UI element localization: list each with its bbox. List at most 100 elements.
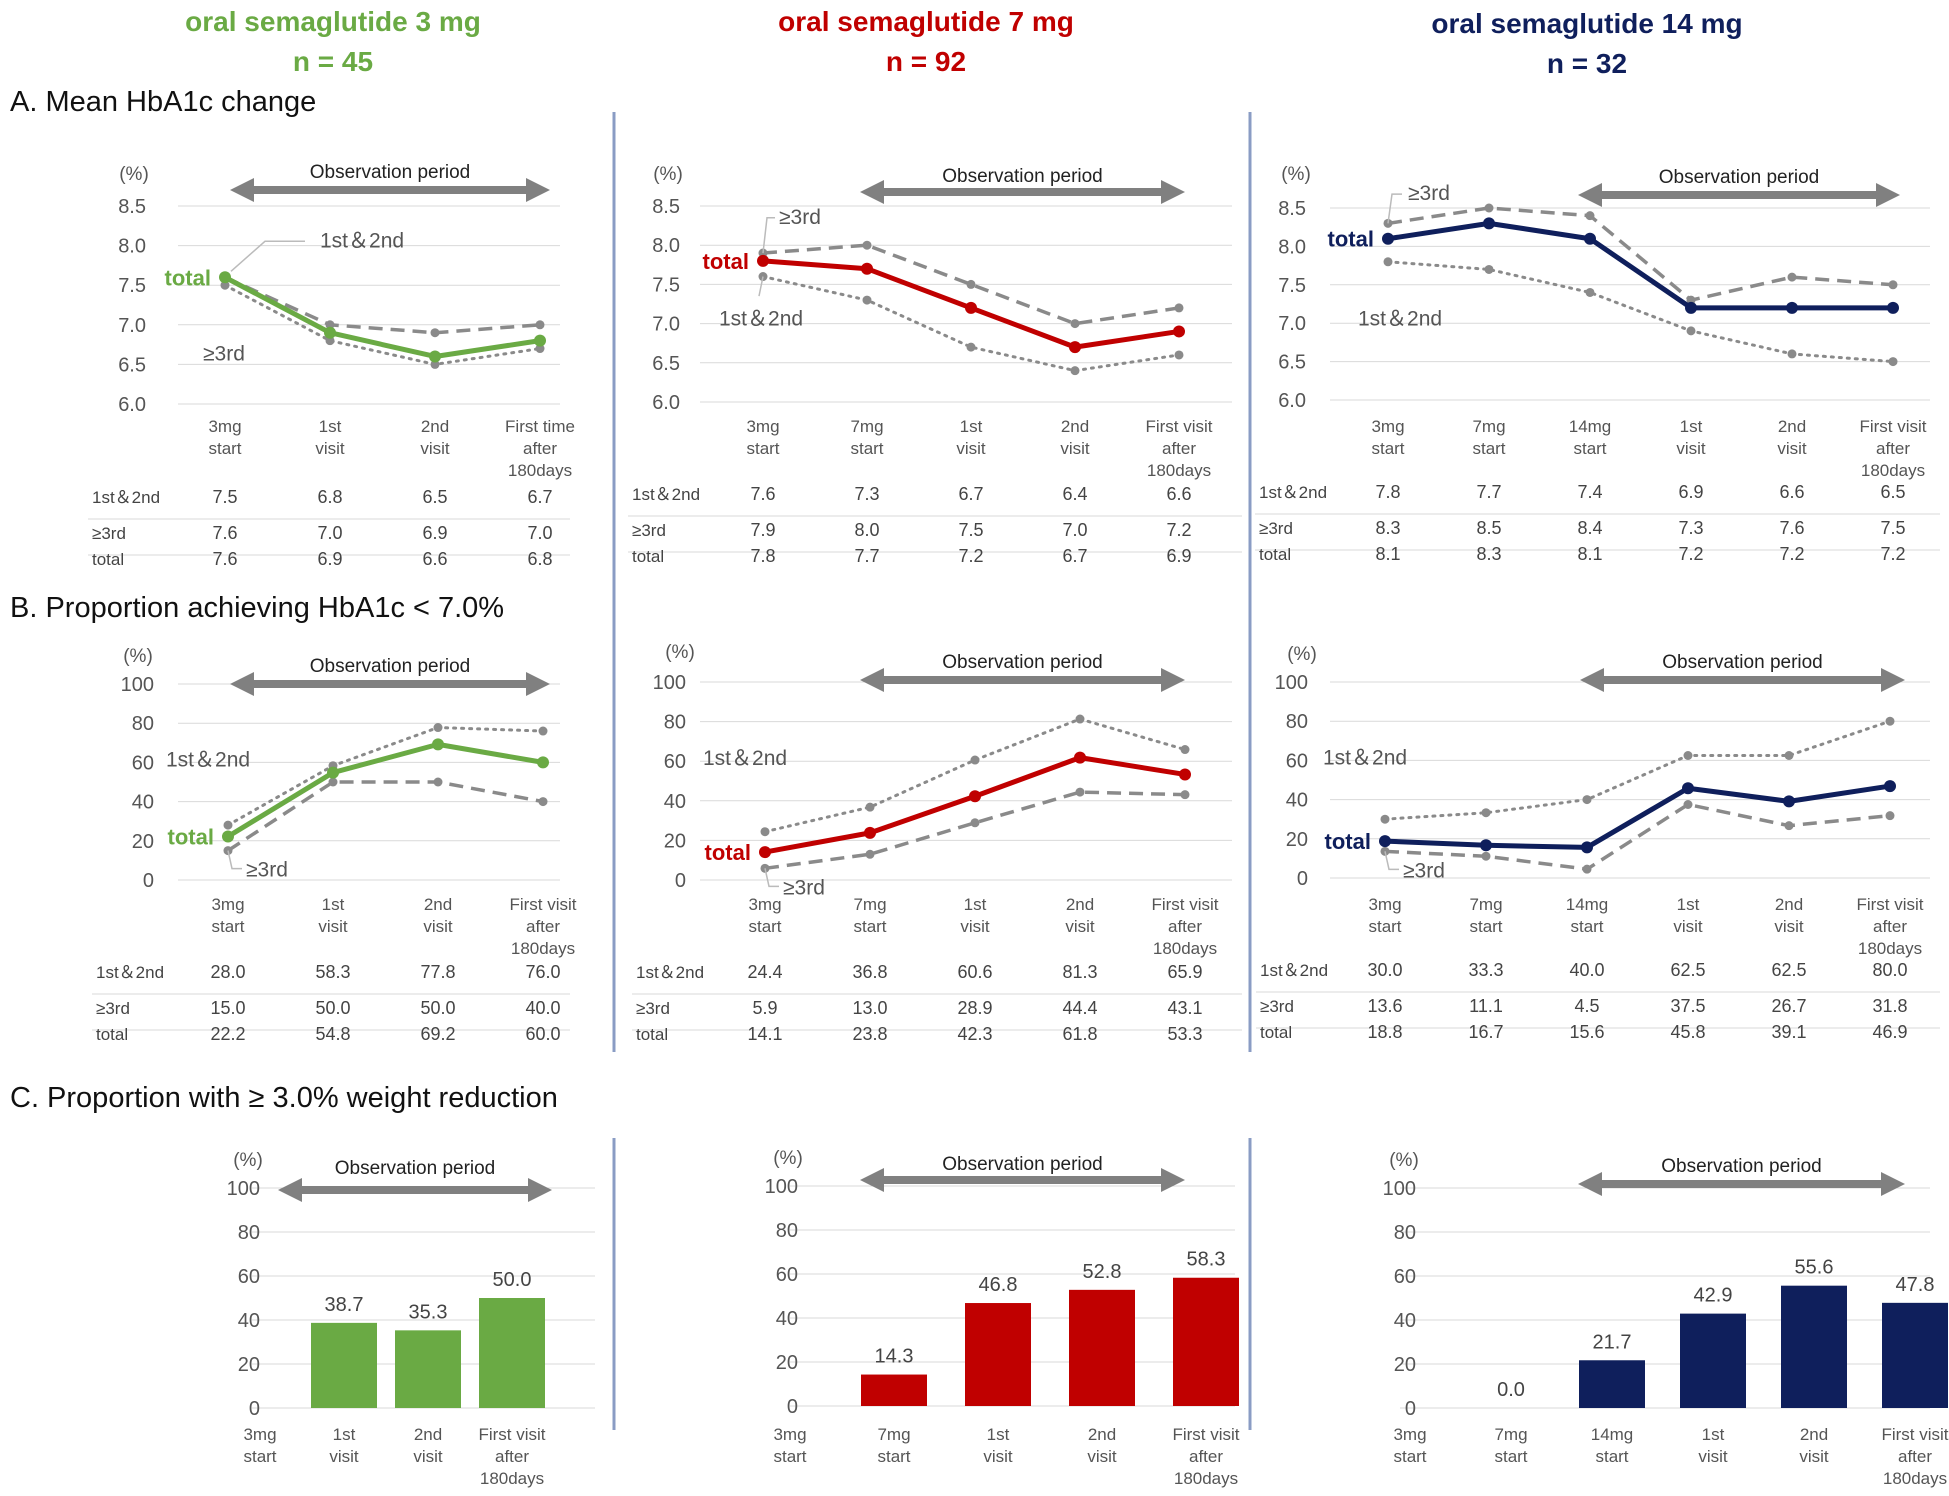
B3-annotation-third-plus: ≥3rd: [1403, 859, 1445, 882]
B1-unit-label: (%): [123, 646, 153, 667]
A3-table-cell: 6.9: [1678, 482, 1703, 502]
chart-c3: 0 20 40 60 80 100 (%) Observation period 3mg star…: [1383, 1150, 1949, 1488]
chart-c1: 0 20 40 60 80 100 (%) Observation period 3mg star…: [227, 1150, 595, 1488]
B2-table-cell: 28.9: [957, 998, 992, 1018]
B2-obs-right-head: [1161, 668, 1185, 692]
C1-xtick: First visit after 180days: [478, 1425, 545, 1488]
header-7mg-n: n = 92: [885, 46, 967, 77]
A1-xtick-line: start: [208, 439, 241, 458]
A1-ytick: 7.0: [118, 315, 146, 337]
A2-series-third-plus-point: [1070, 319, 1080, 329]
B3-series-total-point: [1379, 835, 1391, 848]
A2-series-total-point: [757, 254, 769, 267]
A3-ytick: 6.5: [1278, 352, 1306, 374]
A1-obs-label: Observation period: [310, 162, 471, 183]
B1-xtick-line: 2nd: [424, 895, 452, 914]
A2-xtick: 7mg start: [850, 417, 883, 458]
C1-bar: [311, 1322, 377, 1408]
B2-xtick-line: visit: [1065, 917, 1095, 936]
A2-ytick: 8.0: [652, 235, 680, 257]
B2-series-total-point: [1179, 768, 1191, 781]
A3-xtick-line: 180days: [1861, 461, 1925, 480]
B2-table-cell: 60.6: [957, 962, 992, 982]
C3-xtick-line: 3mg: [1393, 1425, 1426, 1444]
A1-unit-label: (%): [119, 164, 149, 185]
A2-table-cell: 6.7: [1062, 546, 1087, 566]
C3-bar-value-label: 42.9: [1694, 1285, 1733, 1307]
B2-table-cell: 36.8: [852, 962, 887, 982]
A1-series-total-point: [219, 271, 231, 284]
C3-xtick-line: start: [1595, 1447, 1628, 1466]
A3-table-cell: 7.2: [1779, 544, 1804, 564]
A1-series-first-second-point: [220, 280, 230, 290]
B2-table-cell: 61.8: [1062, 1024, 1097, 1044]
B3-series-total-line: [1382, 783, 1893, 850]
B3-series-total-point: [1581, 841, 1593, 854]
A3-series-first-second-point: [1686, 326, 1696, 336]
A1-table-cell: 7.0: [317, 523, 342, 543]
A3-xtick-line: 7mg: [1472, 417, 1505, 436]
B2-xtick: 1st visit: [960, 895, 990, 936]
C2-obs-label: Observation period: [942, 1154, 1103, 1175]
C3-xtick-line: start: [1393, 1447, 1426, 1466]
B2-obs-label: Observation period: [942, 652, 1103, 673]
B3-series-third-plus-point: [1582, 864, 1592, 874]
A2-table-cell: 6.6: [1166, 484, 1191, 504]
C1-xtick: 1st visit: [329, 1425, 359, 1466]
A2-series-total-point: [1069, 341, 1081, 354]
chart-a3: 6.0 6.5 7.0 7.5 8.0 8.5 (%) Observation period 3…: [1255, 164, 1940, 564]
A3-series-third-plus-point: [1787, 272, 1797, 282]
B3-obs-right-head: [1881, 668, 1905, 692]
B3-xtick: 7mg start: [1469, 895, 1502, 936]
C3-ytick: 80: [1394, 1222, 1416, 1244]
B2-series-first-second-point: [1180, 745, 1190, 755]
chart-c2: 0 20 40 60 80 100 (%) Observation period 3mg star…: [765, 1148, 1240, 1488]
A2-obs-label: Observation period: [942, 166, 1103, 187]
A3-table-row-label: ≥3rd: [1259, 519, 1293, 538]
B1-table-cell: 76.0: [525, 962, 560, 982]
A3-table-cell: 8.3: [1476, 544, 1501, 564]
B3-table-cell: 30.0: [1367, 960, 1402, 980]
A1-table-cell: 7.6: [212, 523, 237, 543]
C1-xtick: 2nd visit: [413, 1425, 443, 1466]
B3-xtick: 3mg start: [1368, 895, 1401, 936]
B3-series-total-point: [1783, 795, 1795, 808]
C1-bar-value-label: 38.7: [325, 1294, 364, 1316]
C2-ytick: 40: [776, 1308, 798, 1330]
B3-xtick: 2nd visit: [1774, 895, 1804, 936]
B1-table-cell: 58.3: [315, 962, 350, 982]
A1-xtick-line: 3mg: [208, 417, 241, 436]
A2-annotation-total: total: [703, 249, 749, 274]
A1-xtick: 1st visit: [315, 417, 345, 458]
B2-xtick: 3mg start: [748, 895, 781, 936]
A3-annotation-first-second: 1st＆2nd: [1358, 307, 1442, 330]
C2-bar-value-label: 58.3: [1187, 1249, 1226, 1271]
B1-series-first-second-line: [226, 726, 545, 827]
A1-series-total-point: [429, 350, 441, 363]
B2-xtick-line: start: [748, 917, 781, 936]
A1-table-cell: 6.7: [527, 487, 552, 507]
A2-series-first-second-line: [761, 275, 1181, 373]
A2-table-cell: 7.6: [750, 484, 775, 504]
B3-table-cell: 4.5: [1574, 996, 1599, 1016]
B2-series-first-second-line: [763, 717, 1187, 834]
A3-table-cell: 8.1: [1375, 544, 1400, 564]
C2-xtick-line: start: [773, 1447, 806, 1466]
B1-series-total-point: [537, 756, 549, 769]
B3-annotation-first-second: 1st＆2nd: [1323, 746, 1407, 769]
C1-xtick-line: First visit: [478, 1425, 545, 1444]
C1-xtick-line: 1st: [333, 1425, 356, 1444]
C1-bar-value-label: 35.3: [409, 1301, 448, 1323]
A1-obs-right-head: [526, 178, 550, 202]
A2-table-cell: 7.2: [1166, 520, 1191, 540]
A3-table-cell: 7.3: [1678, 518, 1703, 538]
B2-series-first-second-point: [970, 755, 980, 765]
B1-annotation-total: total: [168, 824, 214, 849]
A3-obs-right-head: [1876, 183, 1900, 207]
B1-table-row-label: 1st＆2nd: [96, 963, 164, 982]
A3-table-row-label: 1st＆2nd: [1259, 483, 1327, 502]
A3-series-third-plus-point: [1585, 211, 1595, 221]
A3-xtick-line: 2nd: [1778, 417, 1806, 436]
A2-xtick-line: after: [1162, 439, 1196, 458]
B2-table-cell: 53.3: [1167, 1024, 1202, 1044]
